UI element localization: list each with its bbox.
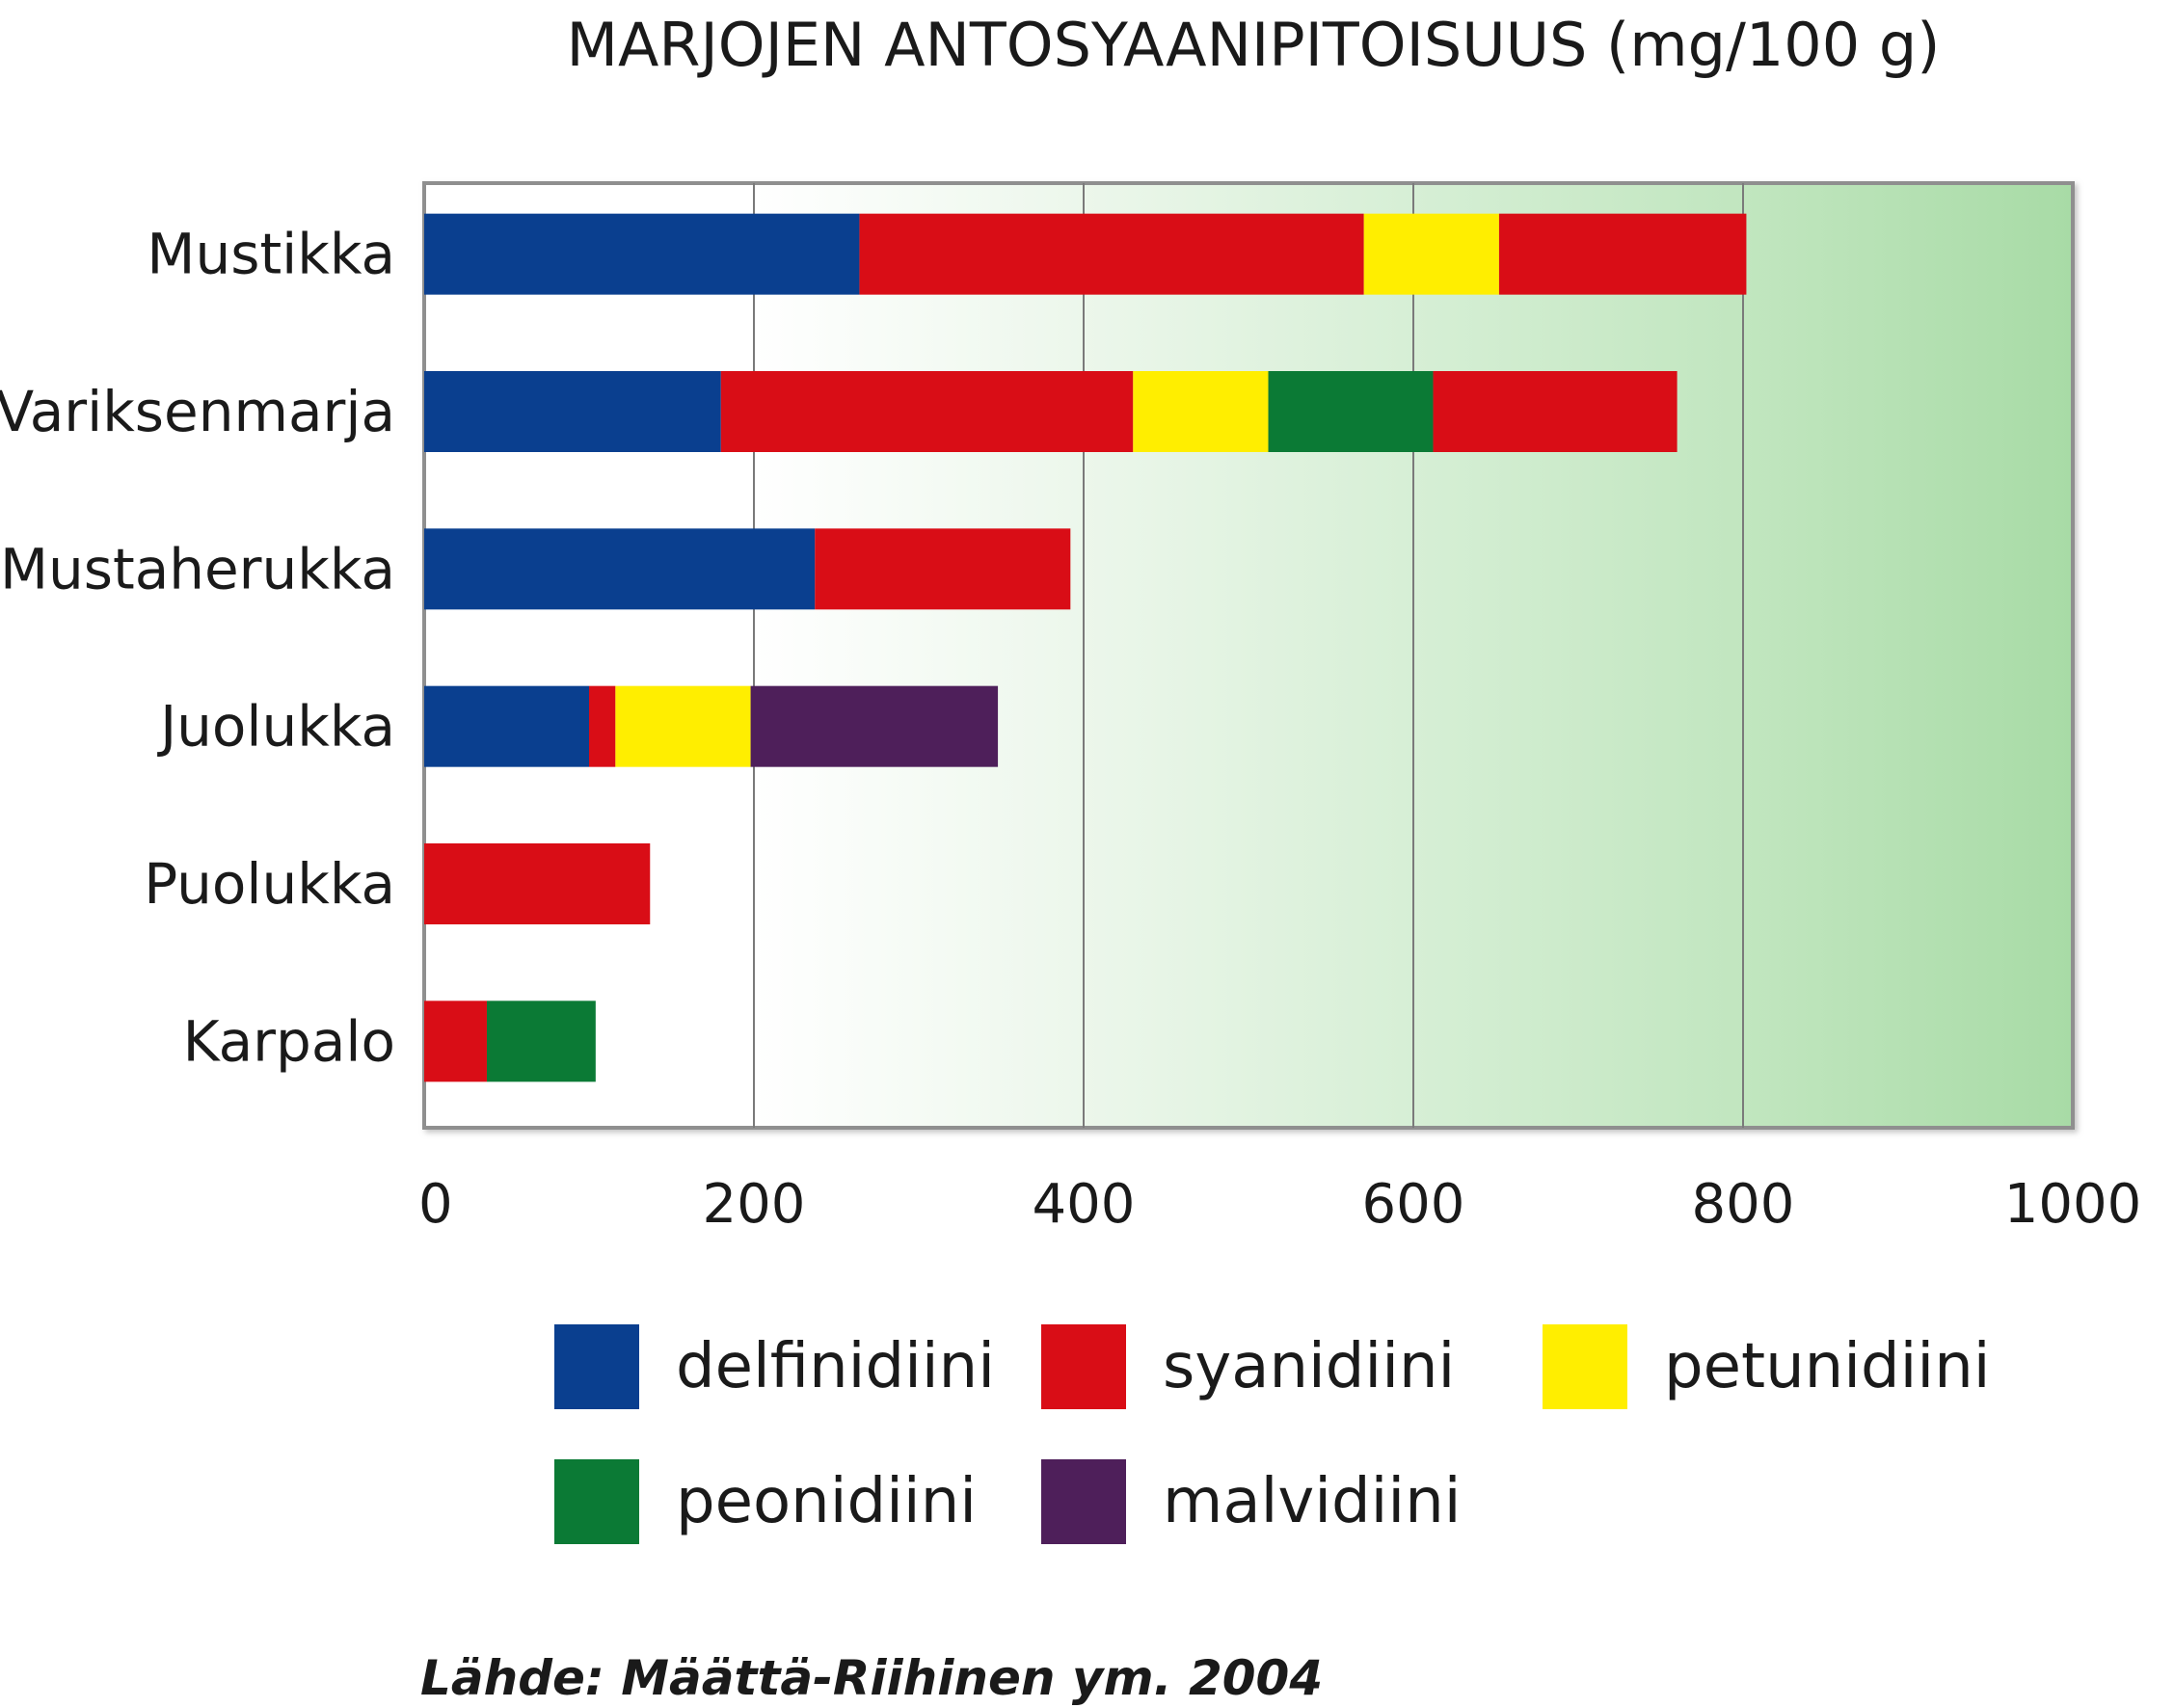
legend-swatch-petunidiini — [1543, 1324, 1627, 1409]
bar-segment-variksenmarja-syanidiini-1 — [720, 371, 1134, 452]
bar-segment-karpalo-syanidiini-0 — [424, 1001, 487, 1082]
bar-segment-variksenmarja-delfinidiini-0 — [424, 371, 721, 452]
category-label-mustikka: Mustikka — [147, 222, 395, 287]
plot-area — [422, 181, 2075, 1130]
bar-segment-juolukka-delfinidiini-0 — [424, 685, 589, 767]
bar-segment-variksenmarja-petunidiini-2 — [1133, 371, 1269, 452]
bar-segment-mustikka-delfinidiini-0 — [424, 213, 860, 295]
legend-swatch-peonidiini — [554, 1459, 639, 1544]
bar-segment-karpalo-peonidiini-1 — [486, 1001, 596, 1082]
legend-label-petunidiini: petunidiini — [1664, 1331, 1991, 1402]
bar-segment-mustaherukka-delfinidiini-0 — [424, 528, 816, 610]
grid-lines — [753, 183, 1744, 1128]
legend-swatch-delfinidiini — [554, 1324, 639, 1409]
x-tick-label-800: 800 — [1692, 1173, 1795, 1236]
legend-swatch-syanidiini — [1041, 1324, 1126, 1409]
x-tick-label-0: 0 — [418, 1173, 453, 1236]
bar-segment-puolukka-syanidiini-0 — [424, 843, 651, 924]
legend-label-delfinidiini: delfinidiini — [676, 1331, 995, 1402]
legend-label-syanidiini: syanidiini — [1163, 1331, 1455, 1402]
bar-segment-mustikka-syanidiini-1 — [859, 213, 1364, 295]
bar-segment-mustikka-syanidiini-3 — [1498, 213, 1747, 295]
category-labels: Mustikka Variksenmarja Mustaherukka Juolukk… — [0, 222, 395, 1075]
bar-segment-juolukka-syanidiini-1 — [589, 685, 616, 767]
category-label-juolukka: Juolukka — [157, 694, 395, 760]
x-tick-label-1000: 1000 — [2004, 1173, 2142, 1236]
category-label-mustaherukka: Mustaherukka — [0, 536, 395, 601]
x-tick-label-600: 600 — [1362, 1173, 1465, 1236]
bar-segment-variksenmarja-peonidiini-3 — [1268, 371, 1434, 452]
bars — [424, 213, 1747, 1082]
source-note: Lähde: Määttä-Riihinen ym. 2004 — [420, 1650, 1323, 1706]
chart-title: MARJOJEN ANTOSYAANIPITOISUUS (mg/100 g) — [567, 10, 1941, 80]
bar-segment-variksenmarja-syanidiini-4 — [1433, 371, 1677, 452]
bar-segment-juolukka-petunidiini-2 — [615, 685, 751, 767]
bar-segment-mustaherukka-syanidiini-1 — [815, 528, 1071, 610]
category-label-karpalo: Karpalo — [183, 1008, 395, 1074]
legend-label-malvidiini: malvidiini — [1163, 1466, 1462, 1537]
x-tick-label-400: 400 — [1033, 1173, 1136, 1236]
x-tick-label-200: 200 — [703, 1173, 806, 1236]
bar-segment-juolukka-malvidiini-3 — [750, 685, 999, 767]
bar-segment-mustikka-petunidiini-2 — [1363, 213, 1499, 295]
category-label-variksenmarja: Variksenmarja — [0, 379, 395, 444]
legend-swatch-malvidiini — [1041, 1459, 1126, 1544]
category-label-puolukka: Puolukka — [144, 851, 395, 917]
x-axis-ticks: 0 200 400 600 800 1000 — [418, 1173, 2141, 1236]
legend-label-peonidiini: peonidiini — [676, 1466, 977, 1537]
legend: delfinidiini syanidiini petunidiini peonidi… — [554, 1324, 1991, 1544]
